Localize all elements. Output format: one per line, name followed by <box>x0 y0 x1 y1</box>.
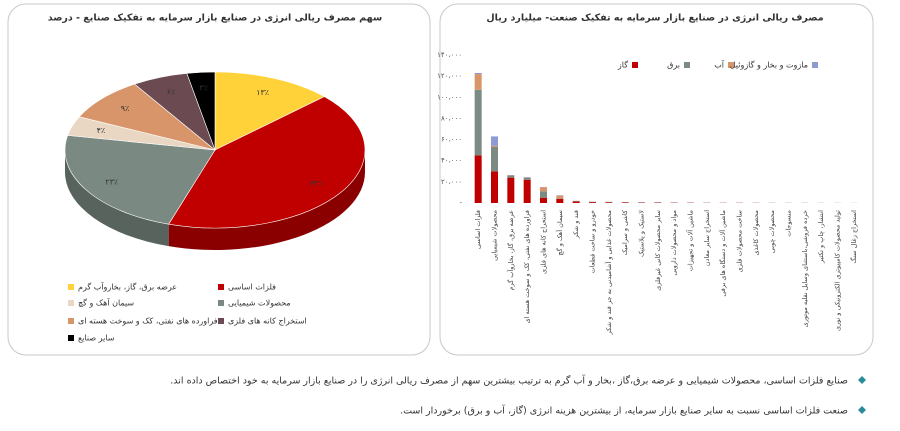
legend-swatch <box>218 300 224 306</box>
x-tick-label: خودرو و ساخت قطعات <box>589 210 597 273</box>
bar-segment <box>474 89 482 156</box>
bar-segment <box>474 74 482 90</box>
pie-slice <box>64 135 216 225</box>
bullet <box>858 376 866 384</box>
bar-segment <box>491 171 498 203</box>
x-tick-label: مواد و محصولات دارویی <box>670 210 678 276</box>
bar-segment <box>605 202 613 203</box>
legend-label: فلزات اساسی <box>228 283 276 292</box>
bar-segment <box>556 195 564 199</box>
legend-swatch <box>68 335 74 341</box>
bullet <box>858 406 866 414</box>
legend-label: استخراج کانه های فلزی <box>228 317 307 326</box>
bar-segment <box>474 72 482 75</box>
pie-slice <box>214 71 325 151</box>
pie-title: سهم مصرف ریالی انرژی در صنایع بازار سرما… <box>48 13 383 24</box>
x-tick-label: فلزات اساسی <box>474 210 482 249</box>
bar-segment <box>523 177 531 180</box>
legend-label: گاز <box>617 60 628 70</box>
x-tick-label: محصولات غذایی و آشامیدنی به جز قند و شکر <box>604 210 613 335</box>
pie-label: ۴۲٪ <box>310 179 323 188</box>
pie-slice <box>168 96 366 229</box>
pie-slice <box>186 71 216 151</box>
bar-segment <box>540 191 547 198</box>
legend-label: برق <box>667 61 680 70</box>
legend-swatch <box>68 300 74 306</box>
legend-swatch <box>68 318 74 324</box>
legend-swatch <box>684 62 690 68</box>
pie-slice-side <box>65 150 169 247</box>
x-tick-label: استخراج زغال سنگ <box>850 210 858 264</box>
x-tick-label: ماشین آلات و تجهیزات <box>686 210 695 271</box>
y-tick-label: - <box>459 199 462 207</box>
bar-segment <box>572 201 580 203</box>
y-tick-label: ۸۰،۰۰۰ <box>441 114 462 122</box>
bar-segment <box>556 198 564 203</box>
y-tick-label: ۱۲۰،۰۰۰ <box>437 72 462 80</box>
bar-segment <box>491 145 498 147</box>
y-tick-label: ۱۴۰،۰۰۰ <box>437 51 462 59</box>
bar-segment <box>556 198 564 199</box>
bar-segment <box>540 187 547 192</box>
pie-label: ۱۳٪ <box>256 88 269 97</box>
x-tick-label: محصولات شیمیایی <box>491 210 499 261</box>
y-tick-label: ۱۰۰،۰۰۰ <box>437 93 462 101</box>
x-tick-label: خرده فروشی،باستثنای وسایل نقلیه موتوری <box>801 210 809 327</box>
legend-swatch <box>218 284 224 290</box>
x-tick-label: سیمان آهک و گچ <box>555 210 564 256</box>
bar-segment <box>491 146 498 172</box>
x-tick-label: محصولات کاغذی <box>752 210 760 256</box>
pie-label: ۲۳٪ <box>105 177 118 186</box>
bar-panel <box>439 3 874 356</box>
x-tick-label: قند و شکر <box>572 210 580 239</box>
legend-label: سیمان آهک و گچ <box>78 298 134 308</box>
pie-label: ۳٪ <box>199 83 208 92</box>
legend-swatch <box>812 62 818 68</box>
bar-segment <box>474 155 482 203</box>
bar-segment <box>507 175 515 178</box>
legend-label: سایر صنایع <box>78 334 115 343</box>
pie-label: ۹٪ <box>121 104 130 113</box>
pie-slice <box>78 83 216 151</box>
bar-segment <box>589 202 596 203</box>
x-tick-label: منسوجات <box>785 210 793 237</box>
x-tick-label: سایر محصولات کانی غیرفلزی <box>654 210 662 291</box>
y-tick-label: ۶۰،۰۰۰ <box>441 136 462 144</box>
legend-label: آب <box>714 60 725 70</box>
bar-segment <box>491 136 498 146</box>
x-tick-label: عرضه برق، گاز، بخاروآب گرم <box>506 210 515 291</box>
note: صنایع فلزات اساسی، محصولات شیمیایی و عرض… <box>170 374 848 387</box>
legend-swatch <box>632 62 638 68</box>
legend-swatch <box>68 284 74 290</box>
y-tick-label: ۴۰،۰۰۰ <box>441 157 462 165</box>
x-tick-label: محصولات چوبی <box>768 210 776 253</box>
legend-label: مازوت و بخار و گازوئیل <box>730 60 808 70</box>
x-tick-label: فراورده های نفتی، کک و سوخت هسته ای <box>523 210 531 323</box>
note: صنعت فلزات اساسی نسبت به سایر صنایع بازا… <box>400 404 848 417</box>
x-tick-label: ماشین آلات و دستگاه های برقی <box>718 210 727 297</box>
legend-label: محصولات شیمیایی <box>228 299 291 308</box>
y-tick-label: ۲۰،۰۰۰ <box>441 178 462 186</box>
bar-segment <box>540 197 547 203</box>
x-tick-label: استخراج کانه های فلزی <box>540 210 548 274</box>
x-tick-label: کاشی و سرامیک <box>621 209 629 255</box>
x-tick-label: لاستیک و پلاستیک <box>638 210 646 257</box>
x-tick-label: استخراج سایر معادن <box>703 210 711 266</box>
bar-segment <box>621 202 629 203</box>
legend-swatch <box>218 318 224 324</box>
bar-title: مصرف ریالی انرژی در صنایع بازار سرمایه ب… <box>486 13 823 24</box>
legend-swatch <box>728 62 734 68</box>
x-tick-label: ساخت محصولات فلزی <box>736 210 744 272</box>
bar-segment <box>507 177 515 203</box>
pie-panel <box>7 3 431 356</box>
legend-label: عرضه برق، گاز، بخاروآب گرم <box>78 282 177 292</box>
legend-label: فراورده های نفتی، کک و سوخت هسته ای <box>78 317 218 326</box>
pie-label: ۶٪ <box>167 87 176 96</box>
pie-label: ۴٪ <box>97 126 106 135</box>
pie-slice-side <box>168 150 365 250</box>
bar-segment <box>523 179 531 203</box>
x-tick-label: تولید محصولات کامپیوتری الکترونیکی و نور… <box>834 210 842 331</box>
x-tick-label: انتشار، چاپ و تکثیر <box>817 210 825 264</box>
